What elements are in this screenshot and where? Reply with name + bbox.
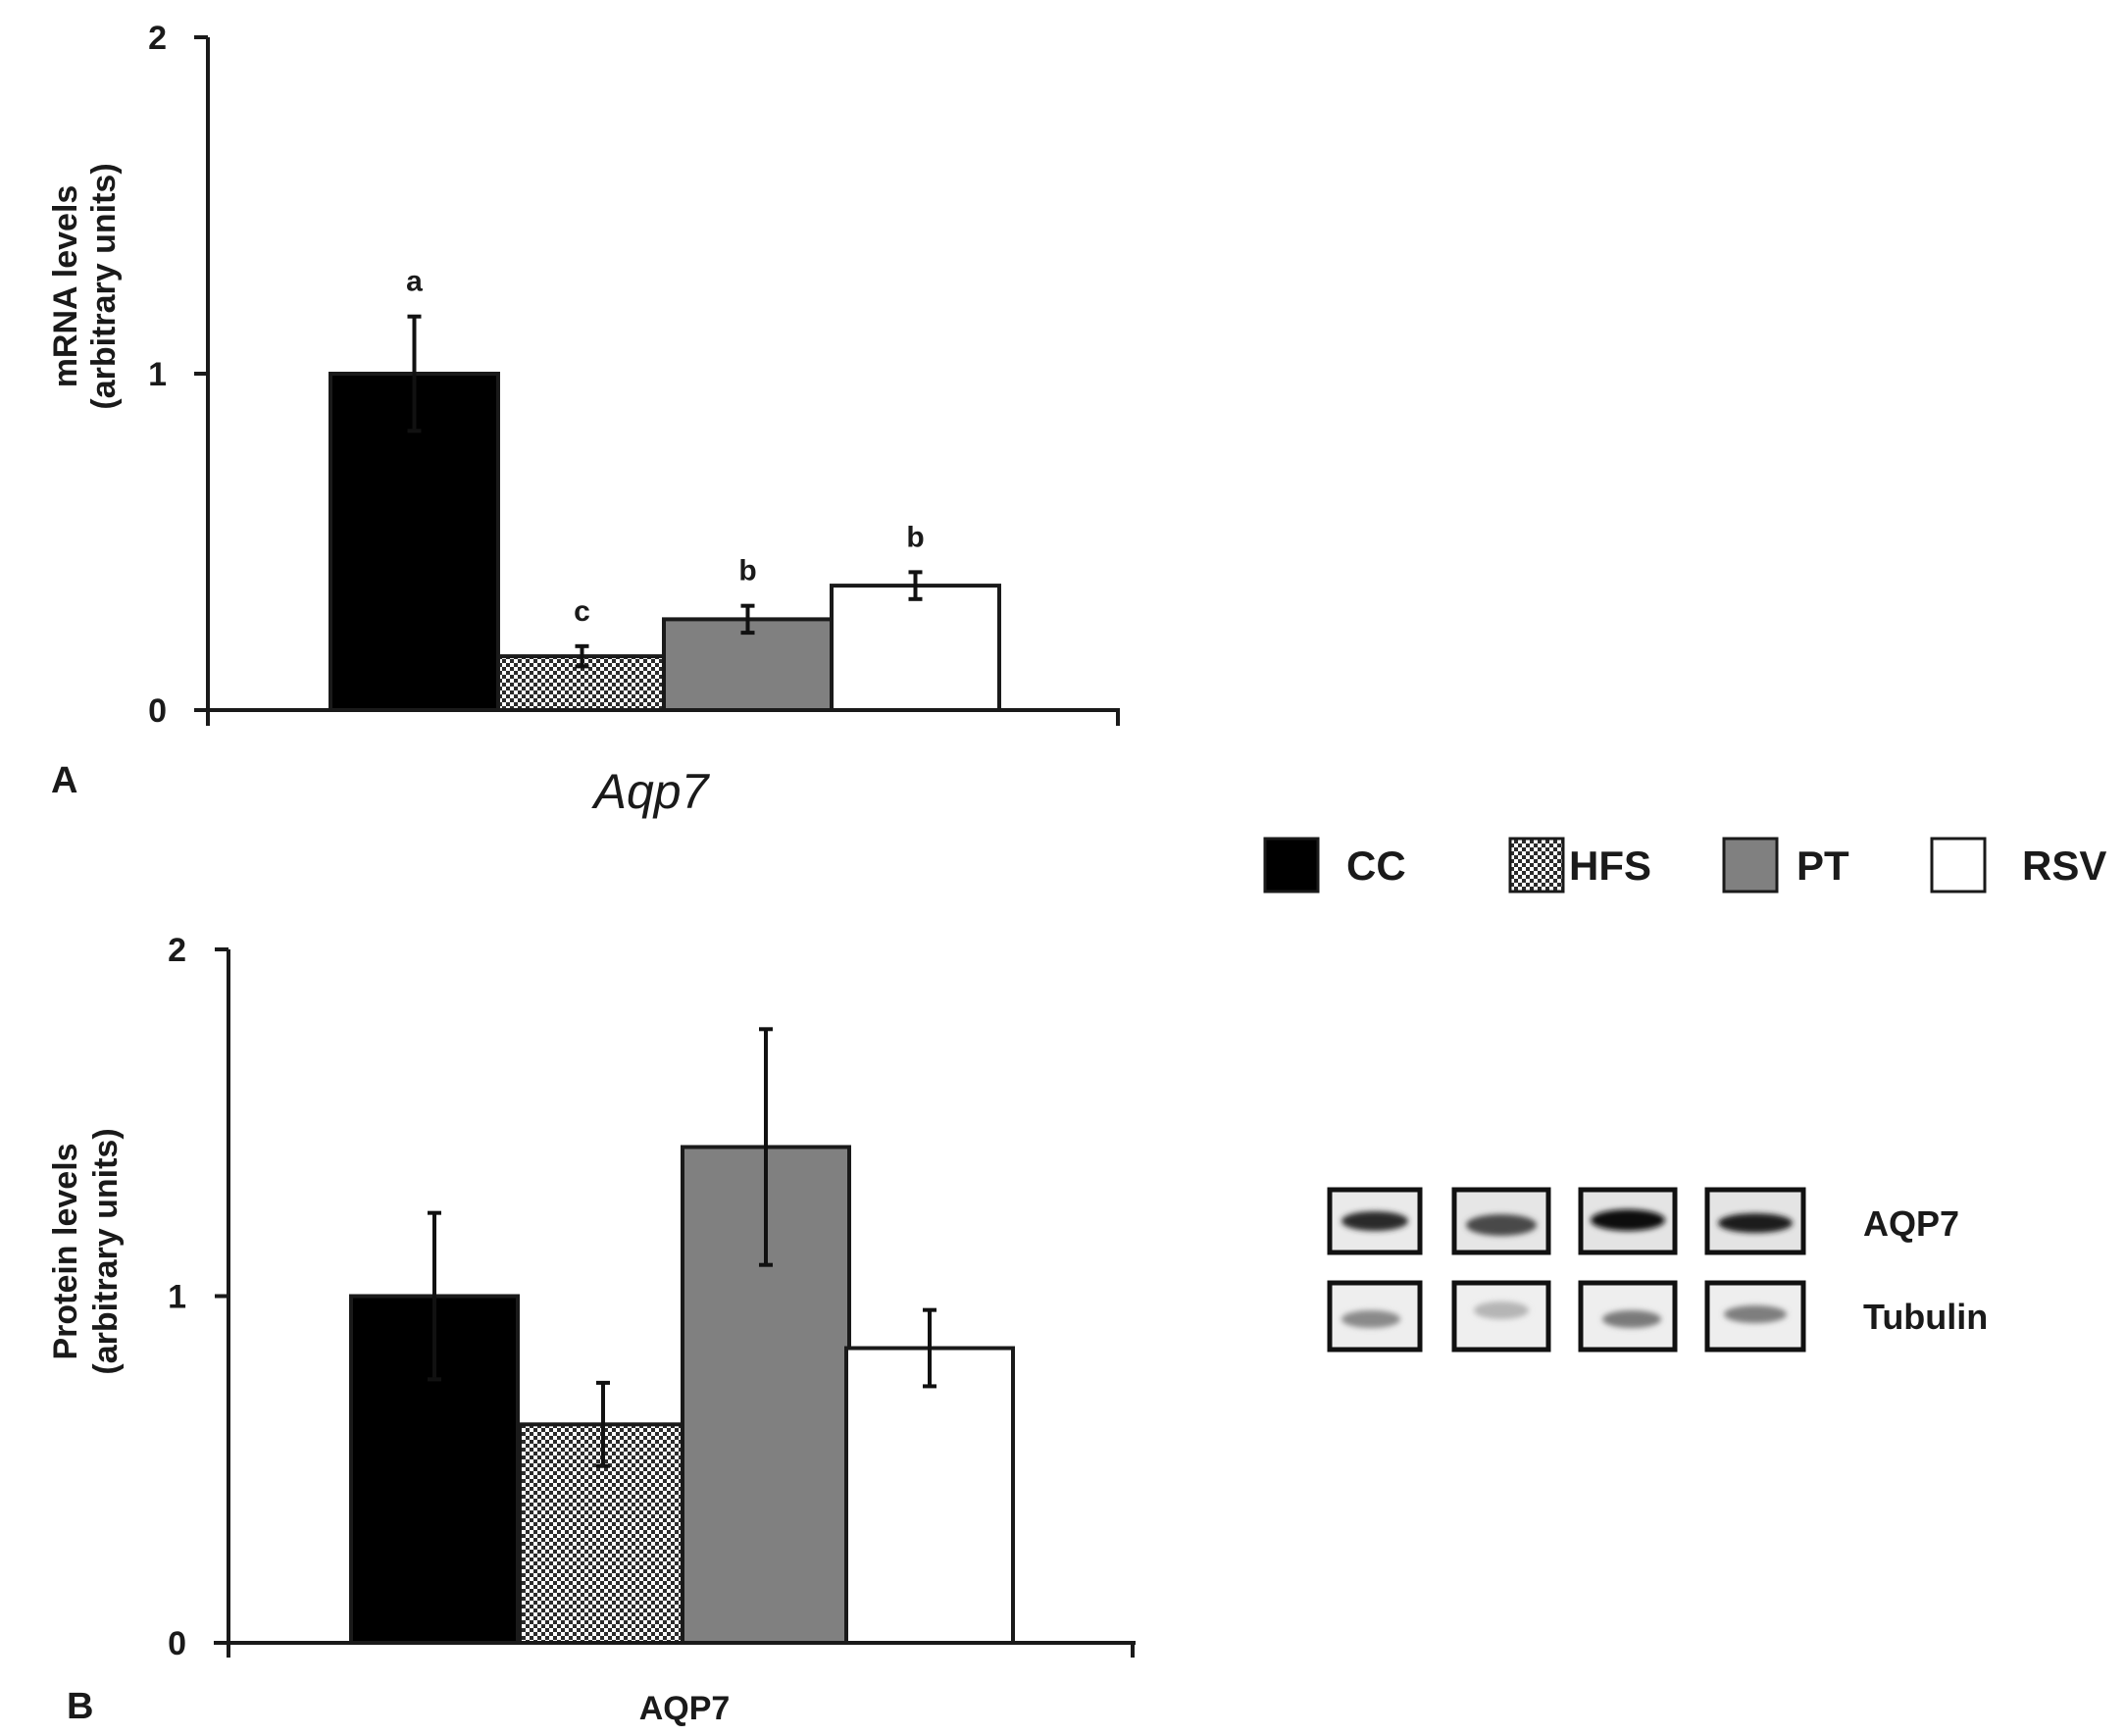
blot-band-aqp7-2 — [1466, 1214, 1537, 1236]
blot-band-tubulin-3 — [1602, 1310, 1661, 1328]
panel-a-y-tick-label-1: 1 — [148, 356, 167, 393]
blot-lane-tubulin-4 — [1704, 1280, 1806, 1353]
panel-a-errorbars — [407, 314, 923, 669]
panel-a-y-label-line2: (arbitrary units) — [85, 163, 123, 409]
panel-b-errorbar-rsv — [923, 1307, 936, 1389]
legend-item-pt: PT — [1722, 837, 1849, 894]
panel-a-bar-rsv — [830, 584, 1001, 713]
legend: CC HFS PT RSV — [1263, 837, 2106, 894]
blot-band-aqp7-1 — [1341, 1211, 1408, 1231]
panel-a-significance: a c b b — [406, 266, 925, 628]
western-blot: AQP7 Tubulin — [1327, 1187, 1988, 1353]
panel-a-errorbar-cc — [407, 314, 422, 434]
blot-band-tubulin-1 — [1341, 1310, 1400, 1328]
legend-item-cc: CC — [1263, 837, 1406, 894]
blot-lane-tubulin-2 — [1451, 1280, 1551, 1353]
panel-b-x-label: AQP7 — [639, 1690, 731, 1727]
legend-swatch-pt — [1722, 837, 1779, 894]
legend-swatch-rsv — [1930, 837, 1987, 894]
panel-a-errorbar-pt — [740, 603, 755, 636]
legend-swatch-hfs — [1508, 837, 1565, 894]
panel-b-y-label-line2: (arbitrary units) — [87, 1128, 125, 1374]
legend-item-hfs: HFS — [1508, 837, 1651, 894]
panel-b-chart: 0 1 2 Protein levels (arbitrary units) AQP… — [47, 932, 1136, 1727]
panel-b-errorbar-cc — [428, 1210, 441, 1382]
panel-b-errorbars — [428, 1027, 936, 1468]
panel-a-chart: a c b b 0 1 2 mRNA levels (arbitrary units) A… — [47, 20, 1120, 819]
blot-band-aqp7-3 — [1591, 1209, 1665, 1231]
panel-b-bar-rsv — [844, 1346, 1015, 1646]
panel-b-y-tick-label-2: 2 — [168, 932, 186, 969]
blot-lane-tubulin-1 — [1327, 1280, 1423, 1353]
blot-band-tubulin-4 — [1724, 1305, 1787, 1323]
panel-a-letter: A — [51, 760, 77, 801]
panel-b-y-label-line1: Protein levels — [47, 1143, 84, 1359]
legend-swatch-cc — [1263, 837, 1320, 894]
blot-row-aqp7: AQP7 — [1327, 1187, 1959, 1255]
legend-label-hfs: HFS — [1569, 842, 1651, 889]
panel-a-sig-label-rsv: b — [906, 521, 924, 553]
blot-label-tubulin: Tubulin — [1863, 1297, 1988, 1337]
blot-label-aqp7: AQP7 — [1863, 1203, 1959, 1244]
panel-a-sig-label-cc: a — [406, 266, 423, 298]
panel-a-y-label-line1: mRNA levels — [47, 185, 84, 388]
panel-a-x-label: Aqp7 — [591, 764, 711, 819]
blot-band-tubulin-2 — [1474, 1302, 1529, 1319]
panel-a-errorbar-rsv — [908, 570, 923, 601]
blot-band-aqp7-4 — [1718, 1213, 1793, 1233]
panel-b-letter: B — [67, 1686, 93, 1727]
legend-label-cc: CC — [1346, 842, 1406, 889]
panel-b-errorbar-hfs — [596, 1380, 610, 1468]
panel-b-y-tick-label-0: 0 — [168, 1625, 186, 1662]
panel-a-bars — [329, 372, 1001, 713]
panel-a-errorbar-hfs — [575, 643, 589, 669]
legend-item-rsv: RSV — [1930, 837, 2106, 894]
legend-label-pt: PT — [1796, 842, 1849, 889]
panel-a-y-tick-label-0: 0 — [148, 692, 167, 730]
panel-b-errorbar-pt — [759, 1027, 773, 1267]
blot-row-tubulin: Tubulin — [1327, 1280, 1988, 1353]
panel-b-bars — [349, 1145, 1015, 1646]
legend-label-rsv: RSV — [2022, 842, 2106, 889]
panel-a-sig-label-pt: b — [738, 555, 756, 587]
panel-b-y-tick-label-1: 1 — [168, 1279, 186, 1316]
panel-a-sig-label-hfs: c — [574, 595, 590, 628]
panel-a-y-tick-label-2: 2 — [148, 20, 167, 57]
